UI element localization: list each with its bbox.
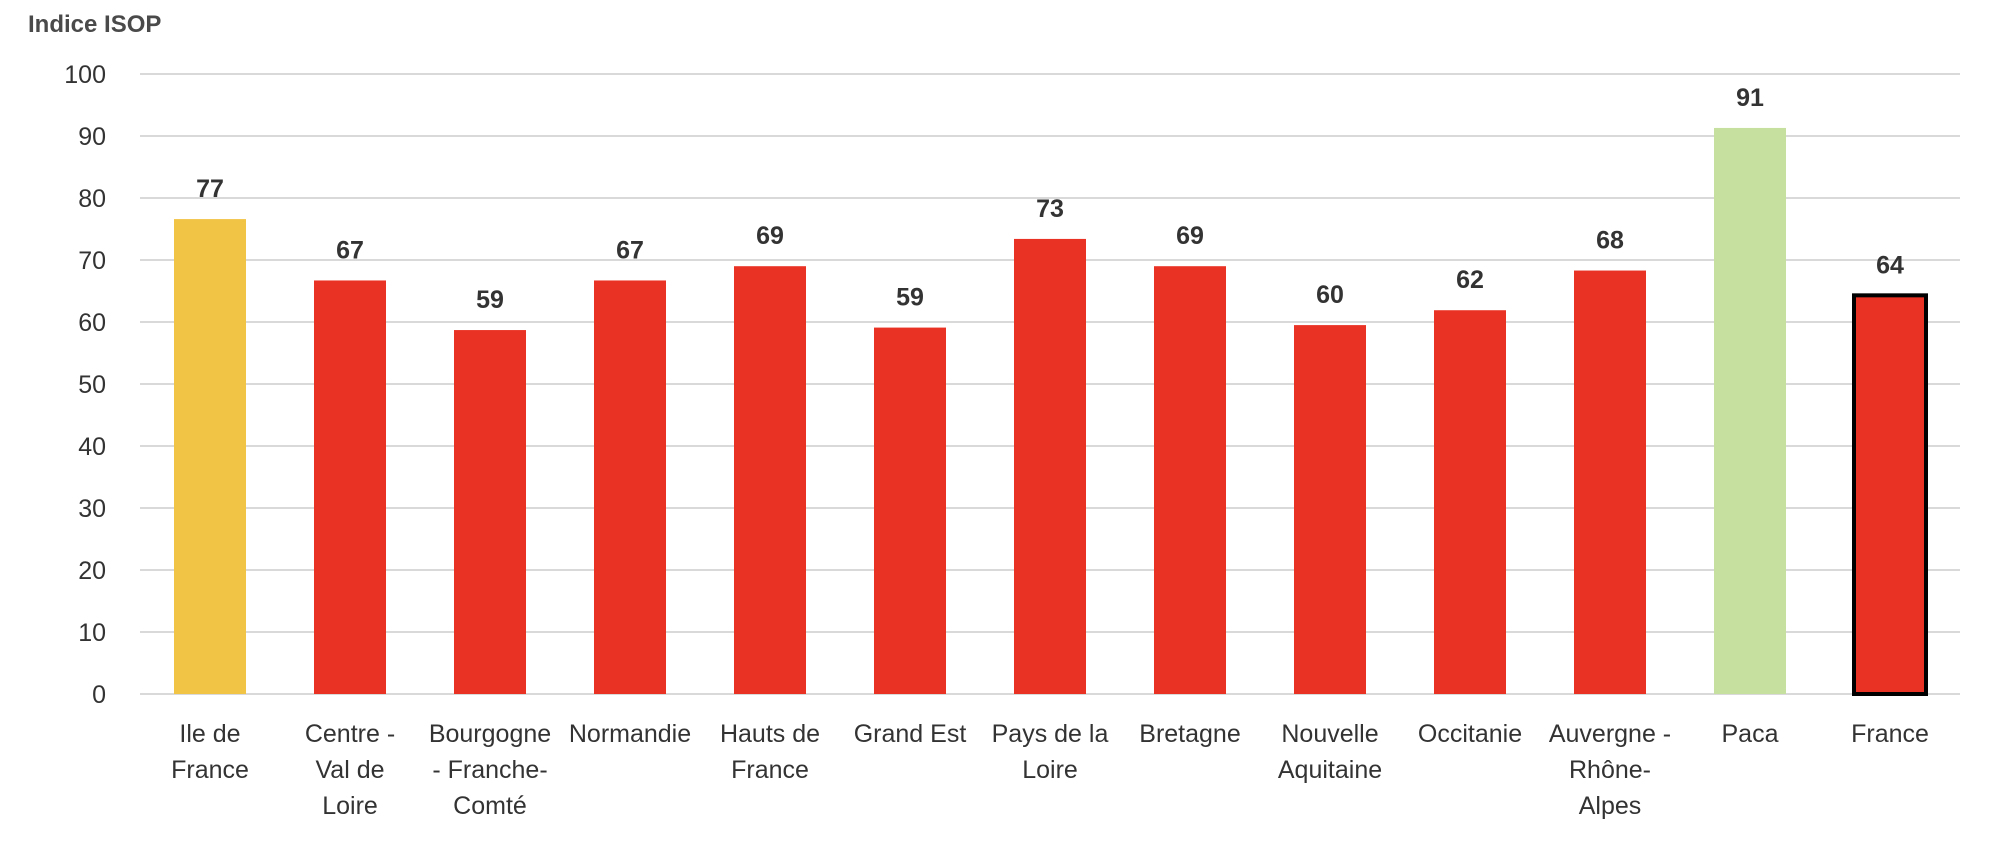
x-tick-label: Bretagne — [1139, 720, 1240, 748]
y-tick-label: 0 — [92, 681, 106, 709]
x-tick-label: Bourgogne - Franche- Comté — [429, 720, 551, 820]
x-tick-label: Nouvelle Aquitaine — [1278, 720, 1382, 784]
x-tick-label: Pays de la Loire — [992, 720, 1109, 784]
x-tick-label: Paca — [1722, 720, 1779, 748]
y-tick-label: 70 — [78, 247, 106, 275]
x-tick-label-line: Loire — [1022, 756, 1078, 784]
data-label: 67 — [616, 236, 644, 264]
x-tick-label-line: Pays de la — [992, 720, 1109, 748]
data-label: 68 — [1596, 227, 1624, 255]
y-tick-label: 10 — [78, 619, 106, 647]
x-tick-label-line: Bourgogne — [429, 720, 551, 748]
y-tick-label: 30 — [78, 495, 106, 523]
x-tick-label: Hauts de France — [720, 720, 820, 784]
x-tick-label-line: Rhône- — [1569, 756, 1651, 784]
x-tick-label-line: Loire — [322, 792, 378, 820]
bar — [1014, 238, 1086, 695]
data-label: 59 — [476, 286, 504, 314]
data-label: 69 — [1176, 222, 1204, 250]
x-tick-label: Occitanie — [1418, 720, 1522, 748]
y-tick-label: 100 — [64, 61, 106, 89]
y-axis-ticks: 0 10 20 30 40 50 60 70 80 90 100 — [64, 61, 106, 709]
x-tick-label-line: - Franche- — [432, 756, 547, 784]
y-axis-title: Indice ISOP — [28, 11, 161, 38]
x-tick-label-line: Paca — [1722, 720, 1779, 748]
x-tick-label-line: Nouvelle — [1281, 720, 1378, 748]
data-label: 73 — [1036, 195, 1064, 223]
y-tick-label: 80 — [78, 185, 106, 213]
data-label: 69 — [756, 222, 784, 250]
bar — [1714, 127, 1786, 694]
y-tick-label: 90 — [78, 123, 106, 151]
x-tick-label-line: France — [171, 756, 249, 784]
x-tick-label-line: Bretagne — [1139, 720, 1240, 748]
y-tick-label: 50 — [78, 371, 106, 399]
data-label: 60 — [1316, 281, 1344, 309]
y-tick-label: 40 — [78, 433, 106, 461]
x-tick-label-line: France — [731, 756, 809, 784]
x-tick-label-line: Occitanie — [1418, 720, 1522, 748]
x-tick-label: France — [1851, 720, 1929, 748]
x-tick-label-line: Auvergne - — [1549, 720, 1671, 748]
x-tick-label: Centre - Val de Loire — [305, 720, 395, 820]
x-tick-label-line: Aquitaine — [1278, 756, 1382, 784]
x-tick-label: Auvergne - Rhône- Alpes — [1549, 720, 1671, 820]
bar — [1294, 325, 1366, 694]
bar — [1852, 293, 1928, 696]
data-label: 62 — [1456, 266, 1484, 294]
bar — [174, 219, 246, 694]
x-tick-label-line: Comté — [453, 792, 527, 820]
bar — [454, 330, 526, 694]
x-tick-label-line: Ile de — [179, 720, 240, 748]
bar — [874, 327, 946, 694]
bar — [1574, 270, 1646, 694]
x-axis-ticks: Ile de France Centre - Val de Loire Bourgogne… — [171, 720, 1929, 820]
bar — [734, 266, 806, 694]
x-tick-label: Ile de France — [171, 720, 249, 784]
x-tick-label-line: Hauts de — [720, 720, 820, 748]
x-tick-label-line: Alpes — [1579, 792, 1642, 820]
x-tick-label: Grand Est — [854, 720, 967, 748]
bar — [1434, 310, 1506, 694]
y-tick-label: 20 — [78, 557, 106, 585]
data-label: 91 — [1736, 84, 1764, 112]
x-tick-label-line: Centre - — [305, 720, 395, 748]
bar — [594, 280, 666, 694]
bars — [174, 127, 1928, 696]
data-label: 67 — [336, 236, 364, 264]
bar — [1154, 266, 1226, 694]
x-tick-label: Normandie — [569, 720, 691, 748]
y-tick-label: 60 — [78, 309, 106, 337]
x-tick-label-line: France — [1851, 720, 1929, 748]
data-label: 64 — [1876, 251, 1904, 279]
bar — [314, 280, 386, 694]
data-labels: 77 67 59 67 69 59 73 69 60 62 68 91 64 — [196, 84, 1904, 314]
data-label: 59 — [896, 284, 924, 312]
x-tick-label-line: Grand Est — [854, 720, 967, 748]
x-tick-label-line: Val de — [315, 756, 384, 784]
data-label: 77 — [196, 175, 224, 203]
x-tick-label-line: Normandie — [569, 720, 691, 748]
